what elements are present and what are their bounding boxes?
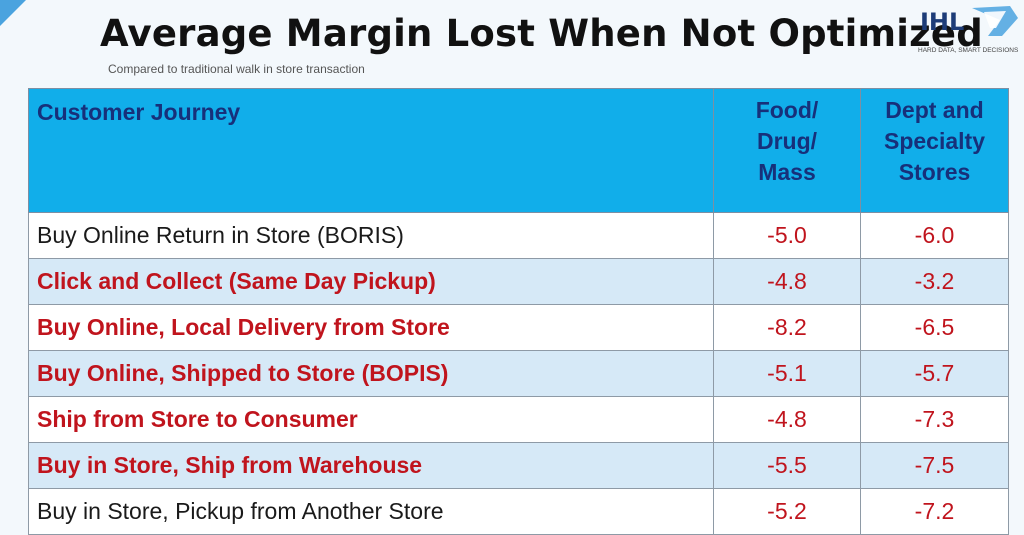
cell-dept-specialty: -7.5: [860, 442, 1009, 489]
cell-food-drug-mass: -5.2: [713, 488, 861, 535]
cell-customer-journey: Ship from Store to Consumer: [28, 396, 714, 443]
table-row: Buy in Store, Ship from Warehouse -5.5 -7.…: [28, 442, 1009, 489]
page-title: Average Margin Lost When Not Optimized: [100, 12, 983, 55]
table-row: Buy in Store, Pickup from Another Store -…: [28, 488, 1009, 535]
logo-tagline: HARD DATA, SMART DECISIONS: [918, 47, 1019, 54]
table-row: Click and Collect (Same Day Pickup) -4.8-…: [28, 258, 1009, 305]
cell-food-drug-mass: -5.0: [713, 212, 861, 259]
page-subtitle: Compared to traditional walk in store tr…: [108, 62, 365, 76]
cell-food-drug-mass: -4.8: [713, 258, 861, 305]
logo-swoosh-icon: [972, 6, 1018, 36]
cell-food-drug-mass: -8.2: [713, 304, 861, 351]
cell-customer-journey: Click and Collect (Same Day Pickup): [28, 258, 714, 305]
header-dept-line-3: Stores: [898, 159, 971, 185]
table-row: Buy Online, Shipped to Store (BOPIS) -5.1…: [28, 350, 1009, 397]
header-food-drug-mass: Food/ Drug/ Mass: [713, 88, 861, 213]
cell-dept-specialty: -7.2: [860, 488, 1009, 535]
table-row: Buy Online, Local Delivery from Store -8.…: [28, 304, 1009, 351]
header-dept-line-1: Dept and: [885, 97, 984, 123]
cell-customer-journey: Buy in Store, Ship from Warehouse: [28, 442, 714, 489]
margin-table: Customer Journey Food/ Drug/ Mass Dept a…: [28, 88, 1009, 535]
cell-food-drug-mass: -4.8: [713, 396, 861, 443]
cell-dept-specialty: -6.5: [860, 304, 1009, 351]
corner-accent: [0, 0, 26, 26]
ihl-logo: IHL HARD DATA, SMART DECISIONS: [914, 2, 1024, 58]
cell-customer-journey: Buy Online, Local Delivery from Store: [28, 304, 714, 351]
cell-customer-journey: Buy in Store, Pickup from Another Store: [28, 488, 714, 535]
cell-dept-specialty: -5.7: [860, 350, 1009, 397]
table-row: Buy Online Return in Store (BORIS) -5.0 -6…: [28, 212, 1009, 259]
header-dept-line-2: Specialty: [884, 128, 985, 154]
table-header-row: Customer Journey Food/ Drug/ Mass Dept a…: [28, 88, 1009, 213]
cell-customer-journey: Buy Online, Shipped to Store (BOPIS): [28, 350, 714, 397]
cell-dept-specialty: -3.2: [860, 258, 1009, 305]
header-food-line-3: Mass: [758, 159, 816, 185]
cell-food-drug-mass: -5.1: [713, 350, 861, 397]
logo-text: IHL: [920, 8, 965, 36]
cell-dept-specialty: -7.3: [860, 396, 1009, 443]
cell-dept-specialty: -6.0: [860, 212, 1009, 259]
cell-food-drug-mass: -5.5: [713, 442, 861, 489]
header-customer-journey: Customer Journey: [28, 88, 714, 213]
header-dept-specialty: Dept and Specialty Stores: [860, 88, 1009, 213]
header-food-line-1: Food/: [755, 97, 819, 123]
header-food-line-2: Drug/: [756, 128, 818, 154]
cell-customer-journey: Buy Online Return in Store (BORIS): [28, 212, 714, 259]
table-row: Ship from Store to Consumer -4.8 -7.3: [28, 396, 1009, 443]
